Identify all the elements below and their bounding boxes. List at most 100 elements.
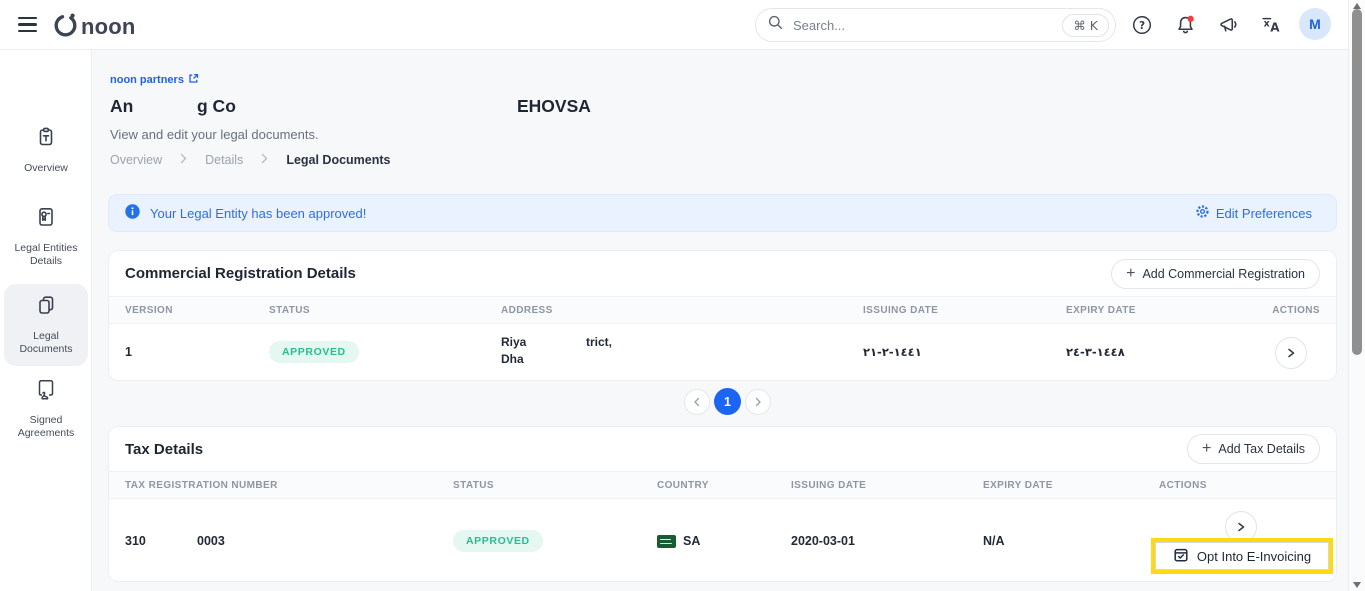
sidebar-item-label: Signed Agreements (17, 414, 75, 439)
sidebar-item-legal-documents[interactable]: Legal Documents (4, 284, 88, 366)
sidebar-item-label: Legal Entities Details (14, 242, 78, 267)
expiry-date-cell: N/A (983, 534, 1005, 548)
add-tax-details-button[interactable]: + Add Tax Details (1187, 434, 1320, 464)
approval-banner: Your Legal Entity has been approved! Edi… (108, 194, 1337, 232)
col-status: STATUS (269, 305, 310, 316)
sidebar-item-signed-agreements[interactable]: Signed Agreements (4, 368, 88, 450)
add-commercial-registration-label: Add Commercial Registration (1142, 266, 1305, 281)
col-tax-registration-number: TAX REGISTRATION NUMBER (125, 480, 278, 491)
plus-icon: + (1202, 440, 1212, 457)
col-version: VERSION (125, 305, 173, 316)
scroll-up-arrow[interactable] (1353, 3, 1361, 9)
breadcrumb-legal-documents: Legal Documents (286, 153, 391, 167)
saudi-flag-icon (657, 535, 676, 548)
add-commercial-registration-button[interactable]: + Add Commercial Registration (1111, 258, 1320, 289)
top-bar: noon ⌘ K ? (0, 0, 1365, 50)
edit-preferences-label: Edit Preferences (1215, 205, 1312, 221)
edit-preferences-button[interactable]: Edit Preferences (1195, 204, 1312, 222)
help-icon: ? (1132, 15, 1152, 35)
tax-details-card: Tax Details + Add Tax Details TAX REGIST… (108, 426, 1337, 582)
vertical-scrollbar[interactable] (1348, 0, 1365, 591)
address-cell-line2: Dha (501, 352, 524, 366)
opt-into-einvoicing-label: Opt Into E-Invoicing (1196, 548, 1312, 564)
page-title-prefix: An (110, 96, 134, 116)
announcements-button[interactable] (1210, 7, 1246, 43)
sidebar-item-legal-entities-details[interactable]: Legal Entities Details (4, 196, 88, 278)
search-bar[interactable]: ⌘ K (755, 8, 1116, 42)
status-badge: APPROVED (453, 530, 543, 552)
chevron-right-icon (1238, 522, 1245, 532)
previous-page-button[interactable] (684, 388, 710, 415)
search-input[interactable] (791, 16, 1055, 34)
next-page-button[interactable] (745, 388, 771, 415)
legal-documents-icon (35, 294, 57, 321)
scrollbar-thumb[interactable] (1352, 9, 1362, 355)
col-status: STATUS (453, 480, 494, 491)
trn-cell-suffix: 0003 (197, 534, 225, 548)
col-issuing-date: ISSUING DATE (863, 305, 939, 316)
status-badge: APPROVED (269, 341, 359, 363)
language-button[interactable]: x A (1253, 7, 1289, 43)
country-cell: SA (683, 534, 701, 548)
noon-partners-link[interactable]: noon partners (110, 73, 199, 87)
breadcrumb: Overview Details Legal Documents (110, 153, 391, 167)
chevron-left-icon (694, 397, 700, 406)
tax-table-row: 310 0003 APPROVED SA 2020-03-01 N/A (109, 499, 1336, 581)
noon-logo-icon (52, 11, 79, 43)
svg-text:?: ? (1139, 20, 1145, 32)
search-icon (768, 15, 783, 35)
current-page-button[interactable]: 1 (714, 388, 741, 415)
breadcrumb-overview[interactable]: Overview (110, 153, 163, 167)
sidebar-item-overview[interactable]: Overview (4, 116, 88, 185)
tax-card-title: Tax Details (125, 440, 204, 458)
commercial-card-title: Commercial Registration Details (125, 265, 356, 282)
opt-into-einvoicing-button[interactable]: Opt Into E-Invoicing (1155, 542, 1329, 570)
opt-into-einvoicing-highlight: Opt Into E-Invoicing (1151, 538, 1333, 574)
col-actions: ACTIONS (1272, 305, 1320, 316)
page-title-suffix: g Co (197, 96, 236, 116)
row-expand-button[interactable] (1225, 511, 1257, 543)
notifications-button[interactable] (1167, 7, 1203, 43)
col-address: ADDRESS (501, 305, 553, 316)
megaphone-icon (1219, 17, 1236, 32)
banner-message: Your Legal Entity has been approved! (150, 205, 367, 221)
chevron-right-icon (755, 397, 761, 406)
search-shortcut: ⌘ K (1062, 13, 1109, 37)
sidebar-item-label: Legal Documents (19, 330, 73, 355)
notification-dot (1186, 15, 1194, 22)
commercial-table-row: 1 APPROVED Riya trict, Dha ١٤٤١-٢-٢١ ١٤٤… (109, 324, 1336, 381)
svg-text:A: A (1270, 20, 1280, 34)
scroll-down-arrow[interactable] (1353, 582, 1361, 588)
chevron-right-icon (179, 153, 188, 167)
version-cell: 1 (125, 345, 132, 359)
trn-cell-prefix: 310 (125, 534, 146, 548)
address-cell-line1b: trict, (586, 335, 613, 349)
expiry-date-cell: ١٤٤٨-٣-٢٤ (1066, 345, 1125, 359)
col-issuing-date: ISSUING DATE (791, 480, 867, 491)
tax-table-header: TAX REGISTRATION NUMBER STATUS COUNTRY I… (109, 471, 1336, 499)
commercial-registration-card: Commercial Registration Details + Add Co… (108, 250, 1337, 381)
chevron-right-icon (1288, 348, 1295, 358)
translate-icon: x A (1262, 17, 1280, 34)
invoice-check-icon (1173, 547, 1189, 566)
address-cell-line1a: Riya (501, 335, 527, 349)
gear-icon (1195, 204, 1210, 222)
page-title-code: EHOVSA (517, 96, 591, 116)
col-country: COUNTRY (657, 480, 709, 491)
col-actions: ACTIONS (1159, 480, 1207, 491)
help-button[interactable]: ? (1124, 7, 1160, 43)
add-tax-details-label: Add Tax Details (1218, 442, 1305, 456)
svg-text:x: x (1264, 19, 1270, 30)
noon-partners-link-label: noon partners (110, 74, 184, 86)
avatar[interactable]: M (1299, 8, 1331, 40)
legal-entities-icon (35, 206, 57, 233)
noon-logo[interactable]: noon (52, 11, 136, 43)
menu-icon[interactable] (18, 17, 37, 32)
row-expand-button[interactable] (1275, 337, 1307, 369)
issuing-date-cell: ١٤٤١-٢-٢١ (863, 345, 922, 359)
bell-icon (1177, 15, 1194, 33)
breadcrumb-details[interactable]: Details (205, 153, 244, 167)
brand-name: noon (81, 14, 136, 39)
sidebar-item-label: Overview (24, 162, 68, 174)
page-subtitle: View and edit your legal documents. (110, 127, 319, 142)
